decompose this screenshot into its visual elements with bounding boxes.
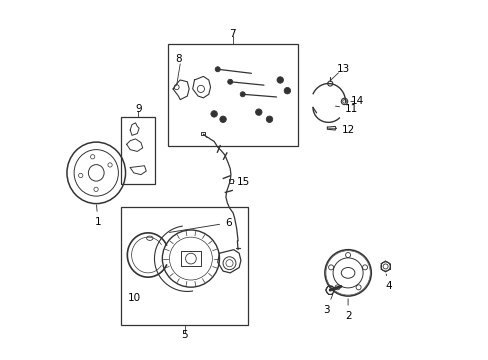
Bar	[167, 44, 298, 146]
Text: 15: 15	[233, 177, 250, 187]
Text: 8: 8	[175, 54, 182, 64]
Circle shape	[276, 77, 283, 83]
Text: 14: 14	[350, 96, 363, 107]
Text: 4: 4	[385, 274, 392, 291]
Circle shape	[240, 92, 244, 97]
Text: 6: 6	[169, 218, 231, 233]
Bar	[121, 207, 247, 325]
Circle shape	[227, 79, 232, 84]
Text: 3: 3	[323, 294, 332, 315]
Text: 5: 5	[181, 330, 187, 341]
Text: 13: 13	[336, 64, 349, 73]
Circle shape	[215, 67, 220, 72]
Bar	[229, 179, 233, 183]
Text: 2: 2	[344, 299, 351, 321]
Bar	[121, 117, 155, 184]
Text: 12: 12	[335, 125, 355, 135]
Text: 10: 10	[128, 293, 141, 303]
Bar	[181, 251, 201, 266]
Circle shape	[284, 87, 290, 94]
Bar	[201, 132, 205, 135]
Text: 9: 9	[135, 104, 141, 113]
Circle shape	[266, 116, 272, 122]
Circle shape	[210, 111, 217, 117]
Text: 1: 1	[95, 205, 101, 227]
Circle shape	[255, 109, 262, 115]
Text: 7: 7	[229, 28, 236, 39]
Circle shape	[220, 116, 226, 122]
Text: 11: 11	[335, 104, 358, 113]
